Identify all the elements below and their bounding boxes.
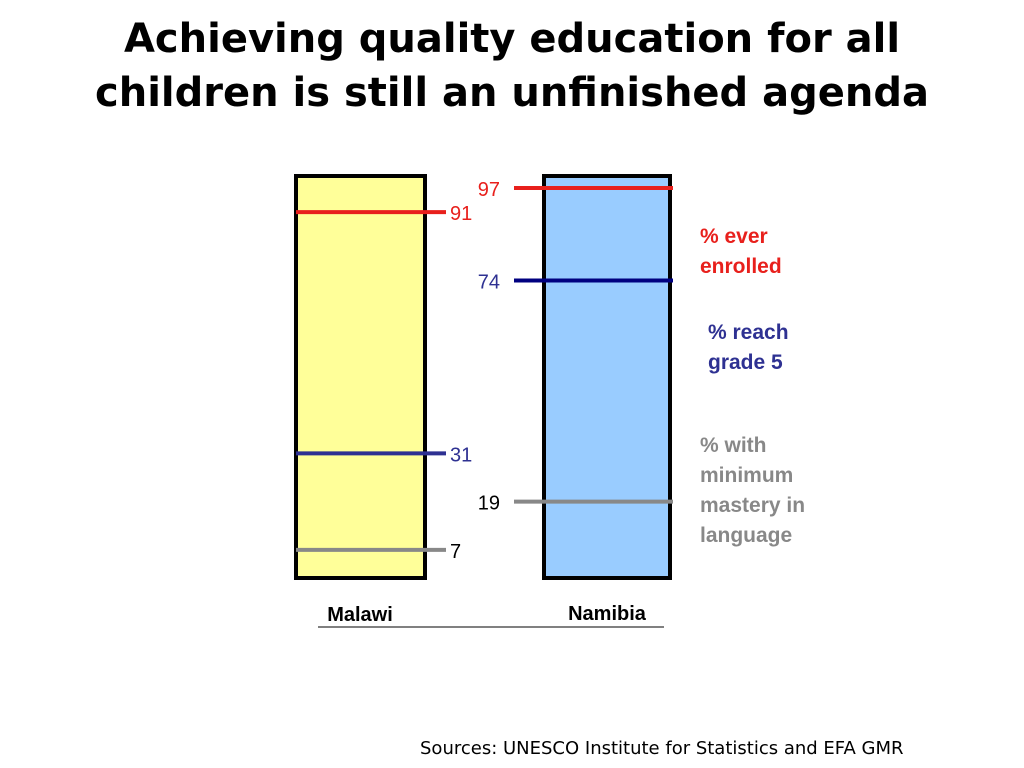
value-label-namibia-series-1: 74: [478, 272, 500, 294]
legend-reach-grade5-line-1: % reach: [708, 321, 789, 344]
legend-min-mastery-line-4: language: [700, 524, 793, 547]
legend-ever-enrolled-line-2: enrolled: [700, 255, 782, 278]
value-label-malawi-series-0: 91: [450, 203, 472, 225]
value-label-namibia-series-0: 97: [478, 179, 500, 201]
bar-malawi: [294, 174, 427, 580]
title-line-2: children is still an unfinished agenda: [95, 70, 929, 116]
legend-min-mastery-line-1: % with: [700, 434, 767, 457]
category-label-namibia: Namibia: [568, 603, 647, 625]
legend-min-mastery-line-3: mastery in: [700, 494, 806, 517]
bar-namibia: [542, 174, 672, 580]
source-note: Sources: UNESCO Institute for Statistics…: [420, 738, 904, 759]
value-label-namibia-series-2: 19: [478, 493, 500, 515]
value-label-malawi-series-2: 7: [450, 541, 461, 563]
legend-ever-enrolled: % ever enrolled: [700, 222, 782, 282]
page-title: Achieving quality education for all chil…: [0, 12, 1024, 120]
legend-min-mastery: % with minimum mastery in language: [700, 431, 805, 551]
category-label-malawi: Malawi: [327, 604, 393, 626]
legend-reach-grade5: % reach grade 5: [708, 318, 789, 378]
legend-min-mastery-line-2: minimum: [700, 464, 794, 487]
legend-reach-grade5-line-2: grade 5: [708, 351, 783, 374]
legend-ever-enrolled-line-1: % ever: [700, 225, 768, 248]
value-label-malawi-series-1: 31: [450, 444, 472, 466]
title-line-1: Achieving quality education for all: [123, 16, 901, 62]
